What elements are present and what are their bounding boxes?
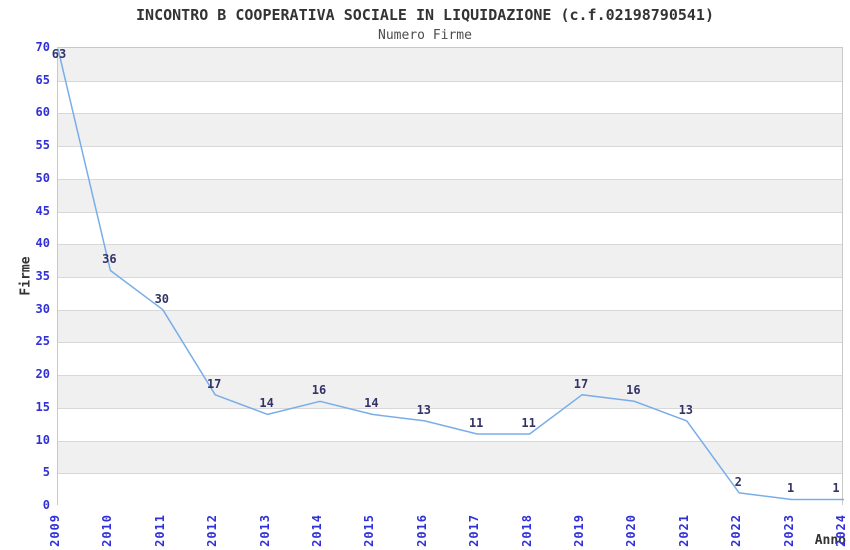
gridline: [58, 244, 842, 246]
plot-band: [58, 80, 842, 114]
gridline: [58, 440, 842, 442]
data-point-label: 2: [734, 474, 742, 489]
x-tick-label: 2019: [572, 514, 586, 547]
gridline: [58, 342, 842, 344]
x-tick-label: 2023: [781, 514, 796, 547]
y-tick-label: 60: [35, 105, 50, 120]
data-point-label: 36: [102, 252, 117, 267]
data-point-label: 17: [206, 376, 222, 391]
gridline: [58, 309, 842, 311]
data-point-label: 17: [573, 376, 589, 391]
y-tick-label: 25: [35, 334, 50, 349]
plot-band: [58, 309, 842, 343]
data-point-label: 16: [311, 383, 327, 398]
x-tick-label: 2021: [676, 514, 691, 547]
y-tick-label: 55: [35, 138, 50, 153]
x-tick-label: 2016: [414, 514, 429, 547]
gridline: [58, 375, 842, 377]
data-point-label: 14: [259, 396, 274, 411]
x-tick-label: 2017: [467, 514, 482, 547]
y-tick-label: 10: [35, 432, 50, 447]
gridline: [58, 277, 842, 278]
x-tick-label: 2020: [624, 514, 639, 547]
data-point-label: 1: [786, 481, 795, 496]
y-tick-label: 35: [35, 269, 50, 283]
x-tick-label: 2014: [310, 514, 324, 547]
gridline: [58, 113, 842, 115]
plot-band: [58, 277, 842, 310]
data-point-label: 1: [832, 481, 840, 496]
x-tick-label: 2009: [48, 514, 62, 547]
chart-subtitle: Numero Firme: [378, 28, 472, 43]
gridline: [58, 146, 842, 148]
gridline: [58, 473, 842, 475]
plot-band: [58, 211, 842, 245]
x-axis-label: Anno: [814, 533, 846, 548]
gridline: [58, 407, 842, 409]
x-tick-label: 2011: [152, 514, 167, 547]
plot-band: [58, 244, 842, 277]
data-point-label: 30: [154, 291, 170, 306]
x-tick-label: 2018: [519, 514, 534, 547]
gridline: [58, 80, 842, 82]
series-line: [57, 48, 844, 501]
y-tick-label: 0: [42, 498, 50, 512]
data-point-label: 14: [364, 396, 379, 411]
plot-band: [58, 375, 842, 408]
plot-band: [58, 342, 842, 376]
plot-band: [58, 473, 842, 506]
data-point-label: 16: [626, 383, 641, 398]
plot-area: [57, 47, 844, 506]
plot-band: [58, 113, 842, 147]
data-point-label: 13: [678, 402, 694, 417]
x-tick-label: 2022: [729, 514, 744, 547]
y-tick-label: 30: [35, 301, 50, 316]
x-tick-label: 2013: [257, 514, 272, 547]
x-tick-label: 2012: [205, 514, 220, 547]
chart-title: INCONTRO B COOPERATIVA SOCIALE IN LIQUID…: [136, 6, 714, 24]
x-tick-label: 2010: [100, 514, 115, 547]
x-tick-label: 2024: [834, 514, 848, 547]
y-tick-label: 50: [35, 170, 50, 185]
y-tick-label: 45: [35, 203, 50, 218]
data-point-label: 13: [416, 402, 432, 417]
data-line-svg: [57, 48, 844, 501]
y-tick-label: 65: [35, 72, 50, 87]
plot-band: [58, 440, 842, 474]
data-point-label: 11: [521, 416, 536, 431]
y-tick-label: 5: [42, 465, 50, 480]
y-tick-label: 70: [35, 40, 50, 54]
y-tick-label: 15: [35, 399, 50, 414]
plot-band: [58, 407, 842, 441]
x-tick-label: 2015: [362, 514, 377, 547]
data-point-label: 63: [51, 47, 67, 61]
plot-band: [58, 178, 842, 212]
gridline: [58, 178, 842, 180]
plot-band: [58, 146, 842, 179]
y-tick-label: 40: [35, 236, 50, 251]
plot-band: [58, 48, 842, 81]
y-tick-label: 20: [35, 367, 50, 382]
data-point-label: 11: [468, 416, 484, 431]
gridline: [58, 211, 842, 213]
